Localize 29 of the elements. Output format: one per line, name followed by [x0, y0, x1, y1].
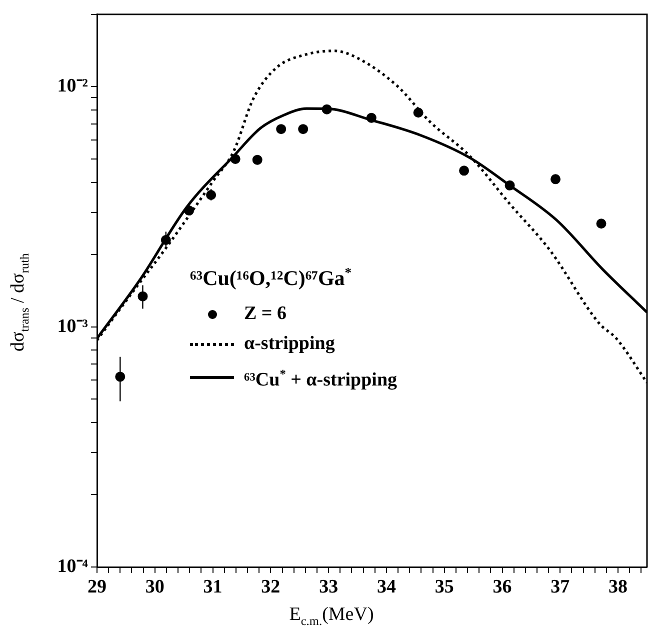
x-tick-label: 34: [376, 576, 396, 598]
legend-label: ⁶³Cu$^{*}$ + α-stripping: [244, 366, 398, 392]
point: [276, 124, 286, 134]
legend-title: ⁶³Cu(¹⁶O,¹²C)⁶⁷Ga$^{*}$: [190, 264, 353, 292]
point: [550, 174, 561, 184]
point: [504, 180, 515, 190]
y-tick-label: 10⁻³: [57, 316, 88, 337]
point: [252, 154, 262, 165]
x-tick-label: 36: [492, 576, 512, 598]
point: [413, 108, 424, 118]
point: [366, 112, 376, 123]
point: [596, 218, 606, 229]
point: [459, 166, 470, 176]
point: [230, 154, 240, 164]
legend-label: Z = 6: [244, 302, 286, 326]
x-tick-label: 35: [434, 576, 454, 598]
x-tick-label: 32: [261, 576, 280, 598]
x-tick-label: 38: [608, 576, 628, 598]
x-tick-label: 29: [88, 576, 106, 598]
x-tick-label: 31: [203, 576, 222, 598]
x-axis-title: E$_{c.m.}$(MeV): [288, 604, 375, 629]
y-tick-label: 10⁻²: [57, 76, 88, 97]
x-tick-label: 37: [550, 576, 570, 598]
legend-label: α-stripping: [244, 332, 335, 356]
point: [322, 104, 332, 114]
point: [298, 124, 308, 134]
x-tick-label: 30: [145, 576, 164, 598]
y-tick-label: 10⁻⁴: [57, 556, 88, 577]
x-tick-label: 33: [319, 576, 338, 598]
